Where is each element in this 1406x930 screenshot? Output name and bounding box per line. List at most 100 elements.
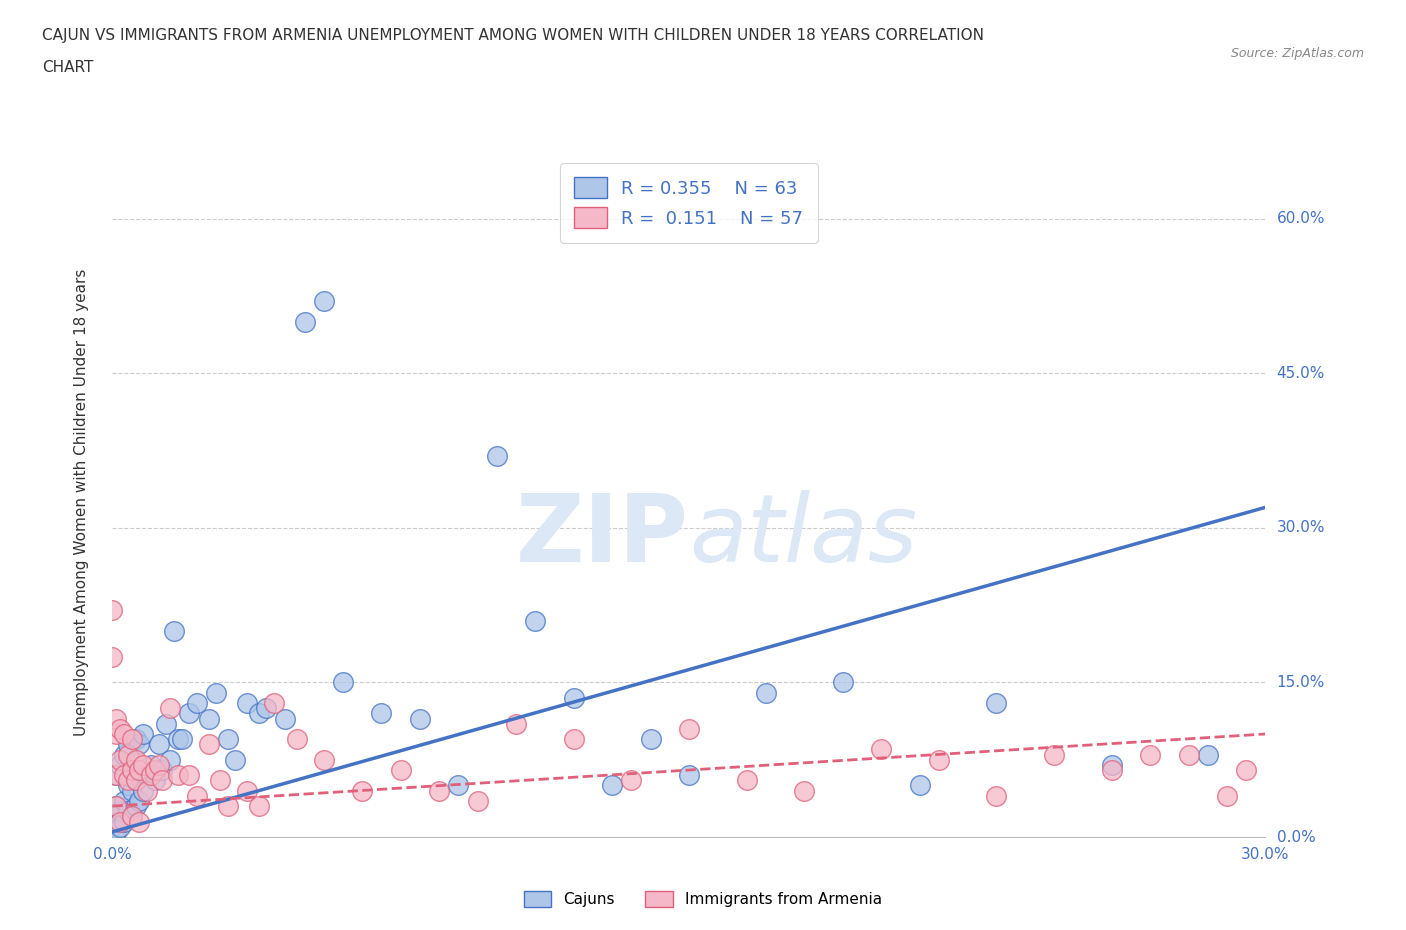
Point	[105, 726, 128, 741]
Point	[105, 824, 128, 839]
Point	[117, 737, 139, 751]
Text: Source: ZipAtlas.com: Source: ZipAtlas.com	[1230, 46, 1364, 60]
Point	[1177, 747, 1199, 762]
Point	[136, 783, 159, 798]
Point	[163, 623, 186, 638]
Point	[1197, 747, 1219, 762]
Point	[908, 778, 931, 793]
Point	[236, 783, 259, 798]
Point	[121, 732, 143, 747]
Point	[205, 685, 228, 700]
Point	[121, 809, 143, 824]
Point	[124, 799, 146, 814]
Point	[112, 747, 135, 762]
Point	[389, 763, 412, 777]
Text: ZIP: ZIP	[516, 490, 689, 581]
Point	[209, 773, 232, 788]
Point	[112, 814, 135, 829]
Point	[1139, 747, 1161, 762]
Point	[121, 783, 143, 798]
Text: 45.0%: 45.0%	[1277, 365, 1324, 381]
Point	[105, 799, 128, 814]
Point	[197, 737, 219, 751]
Point	[928, 752, 950, 767]
Point	[159, 752, 181, 767]
Point	[600, 778, 623, 793]
Point	[136, 768, 159, 783]
Point	[101, 819, 124, 834]
Point	[562, 732, 585, 747]
Point	[217, 732, 239, 747]
Point	[128, 793, 150, 808]
Point	[101, 649, 124, 664]
Point	[108, 804, 131, 818]
Point	[217, 799, 239, 814]
Point	[620, 773, 643, 788]
Point	[148, 737, 170, 751]
Text: atlas: atlas	[689, 490, 917, 581]
Text: CHART: CHART	[42, 60, 94, 75]
Point	[678, 722, 700, 737]
Point	[128, 737, 150, 751]
Point	[152, 763, 174, 777]
Point	[197, 711, 219, 726]
Point	[132, 757, 155, 772]
Point	[108, 814, 131, 829]
Point	[124, 773, 146, 788]
Point	[735, 773, 758, 788]
Point	[112, 726, 135, 741]
Point	[1101, 763, 1123, 777]
Point	[678, 768, 700, 783]
Point	[152, 773, 174, 788]
Point	[143, 773, 166, 788]
Point	[447, 778, 470, 793]
Point	[166, 732, 188, 747]
Point	[312, 752, 335, 767]
Point	[285, 732, 308, 747]
Point	[524, 613, 547, 628]
Point	[254, 701, 277, 716]
Point	[986, 696, 1008, 711]
Point	[274, 711, 297, 726]
Point	[108, 757, 131, 772]
Point	[121, 809, 143, 824]
Point	[640, 732, 662, 747]
Point	[263, 696, 285, 711]
Point	[105, 768, 128, 783]
Point	[132, 726, 155, 741]
Point	[105, 768, 128, 783]
Point	[986, 789, 1008, 804]
Point	[1101, 757, 1123, 772]
Point	[117, 773, 139, 788]
Point	[1043, 747, 1066, 762]
Point	[562, 690, 585, 705]
Point	[139, 768, 162, 783]
Text: CAJUN VS IMMIGRANTS FROM ARMENIA UNEMPLOYMENT AMONG WOMEN WITH CHILDREN UNDER 18: CAJUN VS IMMIGRANTS FROM ARMENIA UNEMPLO…	[42, 28, 984, 43]
Point	[870, 742, 893, 757]
Point	[170, 732, 193, 747]
Point	[128, 814, 150, 829]
Point	[124, 752, 146, 767]
Point	[108, 752, 131, 767]
Point	[155, 716, 177, 731]
Point	[247, 799, 270, 814]
Y-axis label: Unemployment Among Women with Children Under 18 years: Unemployment Among Women with Children U…	[75, 269, 89, 736]
Text: 60.0%: 60.0%	[1277, 211, 1324, 226]
Point	[128, 763, 150, 777]
Point	[1216, 789, 1239, 804]
Point	[409, 711, 432, 726]
Point	[112, 793, 135, 808]
Point	[143, 763, 166, 777]
Point	[105, 711, 128, 726]
Point	[467, 793, 489, 808]
Point	[117, 747, 139, 762]
Point	[352, 783, 374, 798]
Point	[224, 752, 246, 767]
Text: 30.0%: 30.0%	[1277, 521, 1324, 536]
Point	[166, 768, 188, 783]
Point	[132, 783, 155, 798]
Point	[112, 768, 135, 783]
Point	[312, 294, 335, 309]
Point	[1234, 763, 1257, 777]
Point	[159, 701, 181, 716]
